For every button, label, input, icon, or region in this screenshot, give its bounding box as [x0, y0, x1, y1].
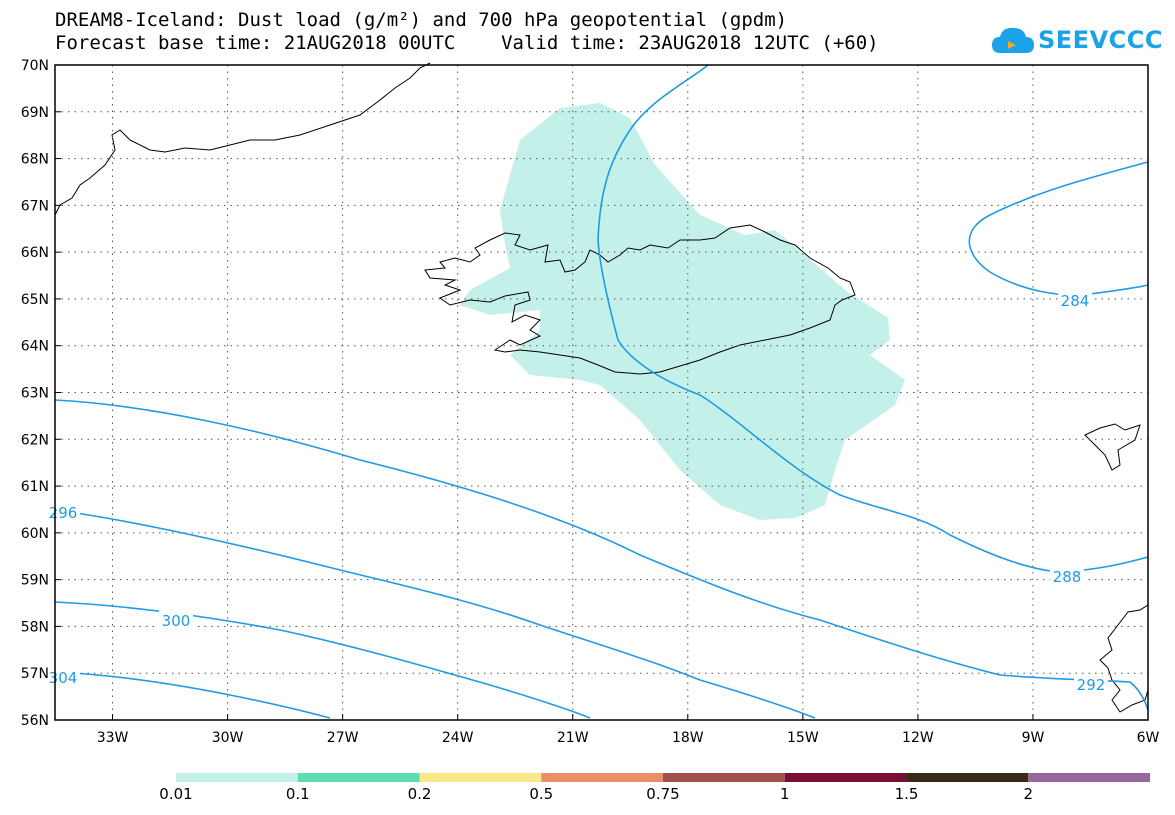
geopotential-contour	[54, 509, 816, 719]
greenland-coastline	[54, 62, 431, 216]
faroe-coastline	[1084, 423, 1141, 471]
axis-labels: 33W 30W 27W 24W 21W 18W 15W 12W 9W 6W 56N 57N 58N 59N…	[21, 58, 1160, 746]
lon-tick-label: 33W	[97, 730, 129, 746]
colorbar-segment	[297, 773, 420, 782]
title-line-2: Forecast base time: 21AUG2018 00UTC Vali…	[55, 32, 879, 54]
contour-label-bg	[1074, 674, 1108, 692]
title-line-1: DREAM8-Iceland: Dust load (g/m²) and 700…	[55, 9, 788, 31]
contour-label: 284	[1061, 292, 1090, 310]
contour-label-bg	[1058, 290, 1092, 308]
lat-tick-label: 57N	[21, 666, 49, 682]
colorbar-segment	[176, 773, 298, 782]
geopotential-contour	[597, 64, 1149, 573]
colorbar-label: 1	[779, 785, 790, 803]
lon-tick-label: 6W	[1137, 730, 1160, 746]
colorbar-label: 0.75	[646, 785, 680, 803]
colorbar	[176, 773, 1150, 782]
lat-tick-label: 69N	[21, 105, 49, 121]
contour-label: 292	[1077, 676, 1106, 694]
lon-tick-label: 24W	[442, 730, 474, 746]
colorbar-label: 1.5	[894, 785, 919, 803]
geopotential-contour	[968, 161, 1149, 296]
lat-tick-label: 59N	[21, 573, 49, 589]
logo-text: SEEVCCC	[1038, 26, 1163, 54]
lat-tick-label: 65N	[21, 292, 49, 308]
geopotential-contour	[54, 601, 591, 719]
colorbar-segment	[906, 773, 1029, 782]
geopotential-contour	[54, 671, 331, 719]
contour-label: 304	[49, 669, 78, 687]
seevccc-logo: SEEVCCC	[990, 20, 1163, 60]
contour-label: 300	[162, 612, 191, 630]
lon-tick-label: 30W	[212, 730, 244, 746]
scotland-coastline	[1099, 604, 1149, 713]
lat-tick-label: 63N	[21, 386, 49, 402]
contour-layer: 284 288 292 296 300 304	[46, 64, 1149, 719]
lat-tick-label: 64N	[21, 339, 49, 355]
lon-tick-label: 12W	[902, 730, 934, 746]
lat-tick-label: 70N	[21, 58, 49, 74]
lat-tick-label: 58N	[21, 619, 49, 635]
lat-tick-label: 56N	[21, 713, 49, 729]
cloud-icon	[992, 27, 1034, 53]
lon-tick-label: 18W	[672, 730, 704, 746]
lon-tick-label: 9W	[1022, 730, 1045, 746]
colorbar-segment	[663, 773, 785, 782]
colorbar-segment	[784, 773, 907, 782]
lat-tick-label: 60N	[21, 526, 49, 542]
colorbar-label: 0.1	[285, 785, 310, 803]
lon-tick-label: 15W	[787, 730, 819, 746]
colorbar-segment	[419, 773, 542, 782]
geopotential-contour	[54, 399, 1149, 711]
contour-label-bg	[1050, 566, 1084, 584]
lat-tick-label: 68N	[21, 152, 49, 168]
colorbar-label: 0.01	[159, 785, 193, 803]
colorbar-label: 2	[1023, 785, 1034, 803]
colorbar-segment	[1028, 773, 1150, 782]
contour-label-bg	[159, 610, 193, 628]
dust-load-area	[460, 103, 905, 520]
lon-tick-label: 21W	[557, 730, 589, 746]
lat-tick-label: 61N	[21, 479, 49, 495]
colorbar-label: 0.5	[529, 785, 554, 803]
grid-layer	[55, 64, 1149, 721]
lat-tick-label: 62N	[21, 432, 49, 448]
lat-tick-label: 66N	[21, 245, 49, 261]
map-frame	[54, 64, 1149, 721]
contour-label: 296	[49, 504, 78, 522]
colorbar-label: 0.2	[407, 785, 432, 803]
contour-label: 288	[1053, 568, 1082, 586]
lat-tick-label: 67N	[21, 198, 49, 214]
colorbar-segment	[541, 773, 663, 782]
lon-tick-label: 27W	[327, 730, 359, 746]
